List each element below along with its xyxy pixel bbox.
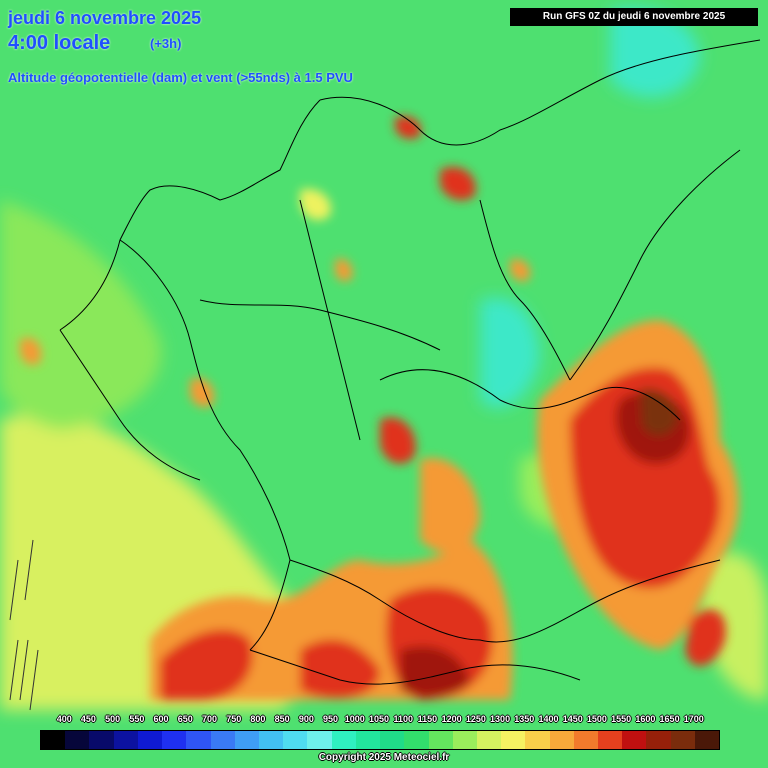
legend-swatch bbox=[694, 731, 720, 749]
legend-tick-label: 750 bbox=[226, 714, 242, 724]
forecast-step: (+3h) bbox=[150, 36, 182, 51]
legend-swatch bbox=[210, 731, 235, 749]
legend-swatch bbox=[622, 731, 647, 749]
parameter-title: Altitude géopotentielle (dam) et vent (>… bbox=[8, 70, 353, 85]
legend-swatch bbox=[501, 731, 526, 749]
legend-swatch bbox=[258, 731, 284, 749]
cyan-zone-northeast bbox=[610, 7, 700, 98]
field-layer-hotspots bbox=[20, 116, 739, 700]
border-west bbox=[119, 239, 291, 651]
border-czech bbox=[379, 369, 681, 421]
legend-tick-label: 850 bbox=[274, 714, 290, 724]
legend-swatch bbox=[380, 731, 405, 749]
border-germany-east bbox=[479, 199, 571, 381]
red-zone-alps-west bbox=[160, 629, 253, 700]
legend-tick-label: 950 bbox=[323, 714, 339, 724]
border-poland bbox=[569, 149, 741, 381]
orange-spot-center bbox=[335, 258, 353, 282]
legend-swatch bbox=[113, 731, 138, 749]
legend-swatch bbox=[404, 731, 429, 749]
borders bbox=[59, 39, 761, 685]
legend-swatch bbox=[41, 731, 66, 749]
legend-color-scale bbox=[40, 730, 720, 750]
forecast-time: 4:00 locale bbox=[8, 32, 111, 54]
border-alps bbox=[249, 649, 581, 685]
legend-tick-label: 1650 bbox=[659, 714, 680, 724]
legend-tick-label: 700 bbox=[201, 714, 218, 724]
legend-tick-label: 1250 bbox=[465, 714, 486, 724]
legend-swatch bbox=[137, 731, 163, 749]
legend-swatch bbox=[452, 731, 477, 749]
red-streak-center bbox=[380, 417, 416, 464]
legend-tick-label: 800 bbox=[250, 714, 266, 724]
legend-swatch bbox=[549, 731, 574, 749]
red-spot-north bbox=[440, 166, 476, 201]
orange-spot-west bbox=[20, 337, 42, 365]
green-zone-west bbox=[0, 200, 162, 430]
legend-tick-label: 1450 bbox=[562, 714, 583, 724]
wind-barbs bbox=[9, 539, 39, 711]
legend-swatch bbox=[598, 731, 623, 749]
legend-swatch bbox=[283, 731, 308, 749]
legend-tick-label: 1200 bbox=[441, 714, 462, 724]
yellow-zone-southeast bbox=[700, 552, 768, 700]
legend-tick-label: 400 bbox=[56, 714, 72, 724]
legend-tick-label: 1300 bbox=[490, 714, 511, 724]
legend-swatch bbox=[331, 731, 356, 749]
border-south bbox=[289, 559, 721, 643]
legend-swatch bbox=[186, 731, 211, 749]
legend-tick-label: 650 bbox=[177, 714, 193, 724]
legend-swatch bbox=[234, 731, 259, 749]
legend-tick-label: 1100 bbox=[393, 714, 413, 724]
border-internal-2 bbox=[299, 199, 361, 441]
legend-tick-label: 1050 bbox=[368, 714, 390, 724]
legend-tick-label: 1150 bbox=[417, 714, 438, 724]
legend-swatch bbox=[162, 731, 187, 749]
legend-tick-label: 1000 bbox=[344, 714, 365, 724]
legend-tick-label: 1600 bbox=[635, 714, 656, 724]
coastline-baltic bbox=[319, 39, 761, 146]
legend-tick-label: 500 bbox=[105, 714, 121, 724]
legend-tick-label: 1500 bbox=[586, 714, 607, 724]
run-info-label: Run GFS 0Z du jeudi 6 novembre 2025 bbox=[510, 8, 758, 26]
legend-tick-label: 550 bbox=[129, 714, 145, 724]
legend-tick-label: 1550 bbox=[611, 714, 632, 724]
legend-swatch bbox=[307, 731, 332, 749]
border-internal-1 bbox=[199, 299, 441, 351]
cyan-zone-center bbox=[480, 298, 540, 408]
legend-swatch bbox=[573, 731, 599, 749]
legend-swatch bbox=[65, 731, 90, 749]
legend-swatch bbox=[355, 731, 381, 749]
legend-tick-label: 1350 bbox=[514, 714, 535, 724]
border-benelux bbox=[59, 329, 201, 481]
legend-swatch bbox=[646, 731, 671, 749]
legend-tick-label: 1700 bbox=[683, 714, 704, 724]
legend-swatch bbox=[89, 731, 114, 749]
orange-streak-center bbox=[420, 458, 480, 554]
legend-swatch bbox=[670, 731, 695, 749]
legend-swatch bbox=[525, 731, 550, 749]
legend-tick-label: 600 bbox=[153, 714, 169, 724]
forecast-date: jeudi 6 novembre 2025 bbox=[8, 8, 202, 28]
legend-tick-labels: 400 450 500 550 600 650 700 750 800 850 900 950 1000… bbox=[56, 714, 718, 726]
legend-swatch bbox=[428, 731, 453, 749]
orange-spot-north2 bbox=[509, 259, 531, 282]
legend-tick-label: 900 bbox=[298, 714, 314, 724]
coastline-north-sea bbox=[59, 99, 321, 331]
darkred-zone-alps bbox=[400, 646, 470, 697]
legend-swatch bbox=[476, 731, 502, 749]
copyright-notice: Copyright 2025 Meteociel.fr bbox=[318, 752, 450, 763]
legend-tick-label: 450 bbox=[80, 714, 96, 724]
red-spot-coast bbox=[395, 116, 421, 139]
legend-tick-label: 1400 bbox=[538, 714, 559, 724]
red-zone-east-tail bbox=[685, 609, 726, 667]
brown-zone-east bbox=[640, 389, 679, 436]
yellow-spot-north bbox=[300, 189, 331, 221]
